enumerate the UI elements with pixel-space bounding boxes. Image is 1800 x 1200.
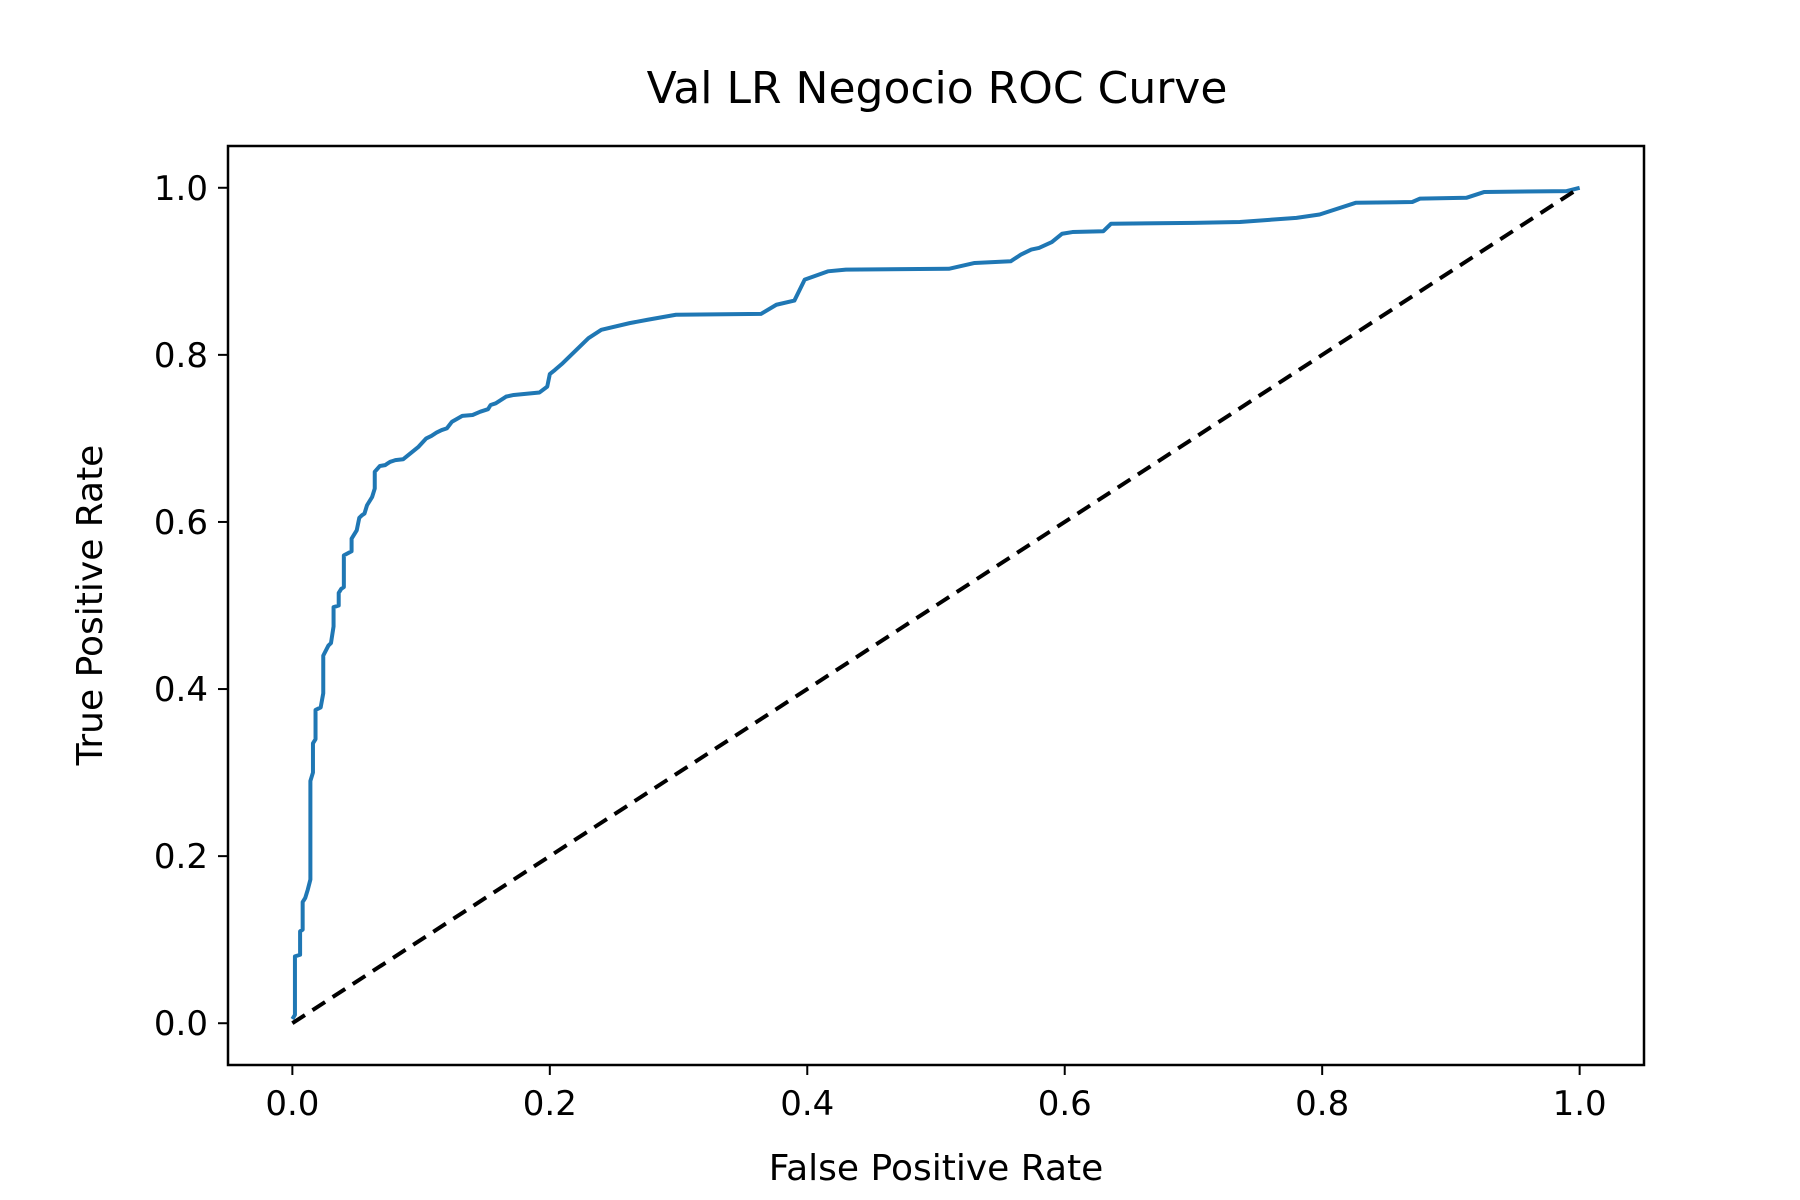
x-axis-title: False Positive Rate xyxy=(769,1148,1104,1189)
plot-area xyxy=(290,185,1581,1025)
roc-curve xyxy=(290,185,1581,1021)
chart-title: Val LR Negocio ROC Curve xyxy=(647,63,1228,114)
x-tick-label: 0.6 xyxy=(1038,1084,1092,1124)
y-tick-label: 0.6 xyxy=(154,503,208,543)
y-tick-label: 0.2 xyxy=(154,837,208,877)
y-axis-title: True Positive Rate xyxy=(70,445,111,767)
x-tick-label: 0.8 xyxy=(1295,1084,1349,1124)
x-tick-label: 1.0 xyxy=(1553,1084,1607,1124)
x-tick-label: 0.4 xyxy=(780,1084,834,1124)
chance-line xyxy=(291,186,1581,1025)
y-tick-label: 0.0 xyxy=(154,1004,208,1044)
axes-frame xyxy=(226,144,1646,1067)
x-tick-label: 0.2 xyxy=(523,1084,577,1124)
axis-ticks: 0.0 0.2 0.4 0.6 0.8 1.0 0.0 0.2 0.4 0.6 0.8 1.0 xyxy=(154,169,1607,1124)
y-tick-label: 1.0 xyxy=(154,169,208,209)
x-tick-label: 0.0 xyxy=(265,1084,319,1124)
y-tick-label: 0.4 xyxy=(154,670,208,710)
y-tick-label: 0.8 xyxy=(154,336,208,376)
